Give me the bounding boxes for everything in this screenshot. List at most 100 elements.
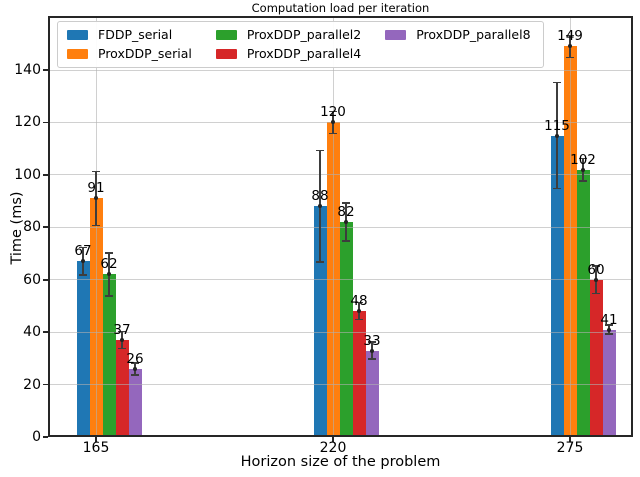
bar	[589, 279, 603, 437]
error-bar-cap	[553, 187, 561, 190]
error-bar-marker	[107, 272, 111, 277]
legend-label: FDDP_serial	[98, 27, 173, 42]
bar-value-label: 67	[74, 243, 92, 260]
error-bar-cap	[118, 347, 126, 350]
plot-top-spine	[48, 16, 633, 18]
x-gridline	[332, 16, 334, 437]
y-gridline	[48, 174, 633, 176]
error-bar-cap	[131, 374, 139, 376]
y-tick-label: 60	[23, 271, 41, 288]
x-tick-label: 165	[82, 440, 110, 456]
error-bar-marker	[370, 348, 374, 353]
error-bar-cap	[368, 358, 376, 360]
bar-value-label: 26	[126, 350, 144, 367]
bar	[339, 222, 353, 437]
y-tick-label: 100	[14, 166, 41, 183]
bar	[352, 311, 366, 437]
error-bar-cap	[592, 265, 600, 267]
error-bar-cap	[329, 132, 337, 135]
y-gridline	[48, 279, 633, 281]
bar	[313, 206, 327, 437]
x-axis-label: Horizon size of the problem	[240, 454, 441, 470]
y-tick-mark	[43, 174, 48, 176]
error-bar-marker	[594, 277, 598, 282]
error-bar-cap	[92, 170, 100, 173]
error-bar-cap	[553, 81, 561, 84]
error-bar-cap	[605, 324, 613, 326]
error-bar-cap	[105, 295, 113, 297]
y-gridline	[48, 121, 633, 123]
legend-label: ProxDDP_parallel2	[246, 27, 362, 42]
y-tick-mark	[43, 278, 48, 281]
x-tick-mark	[569, 437, 571, 442]
legend-label: ProxDDP_parallel4	[246, 46, 362, 61]
error-bar-marker	[318, 204, 322, 209]
bar-value-label: 33	[363, 332, 381, 349]
y-tick-mark	[43, 121, 48, 124]
legend-item: ProxDDP_parallel8	[385, 28, 531, 42]
y-tick-label: 40	[23, 324, 41, 341]
error-bar-cap	[342, 240, 350, 242]
error-bar-cap	[316, 261, 324, 263]
plot-right-spine	[631, 16, 633, 437]
x-axis-line	[48, 435, 633, 437]
bar	[76, 261, 90, 437]
error-bar-marker	[133, 366, 137, 371]
bar	[602, 329, 616, 437]
error-bar-cap	[355, 319, 363, 321]
legend-swatch	[67, 30, 88, 40]
legend-swatch	[215, 49, 237, 59]
x-gridline	[569, 16, 571, 437]
legend-item: ProxDDP_parallel4	[215, 46, 362, 61]
y-gridline	[48, 384, 633, 386]
error-bar-marker	[344, 220, 348, 225]
y-tick-mark	[43, 331, 48, 333]
y-tick-mark	[43, 69, 48, 71]
error-bar-marker	[81, 259, 85, 264]
bar-value-label: 91	[87, 180, 105, 197]
legend-item: ProxDDP_serial	[67, 47, 192, 61]
y-tick-label: 0	[32, 429, 41, 445]
error-bar-cap	[79, 246, 87, 249]
y-tick-mark	[43, 226, 48, 229]
y-tick-mark	[43, 383, 48, 386]
legend: FDDP_serial ProxDDP_serial ProxDDP_paralle…	[57, 21, 544, 68]
error-bar-cap	[79, 274, 87, 276]
error-bar-cap	[316, 149, 324, 152]
legend-item: FDDP_serial	[67, 28, 192, 42]
error-bar-cap	[579, 180, 587, 182]
y-tick-label: 120	[14, 114, 41, 131]
bar-value-label: 37	[113, 322, 131, 339]
error-bar-cap	[329, 110, 337, 112]
error-bar-marker	[357, 309, 361, 314]
bar-value-label: 48	[350, 293, 368, 310]
error-bar-marker	[607, 327, 611, 332]
bar	[115, 340, 129, 437]
y-tick-mark	[43, 436, 48, 438]
bar-value-label: 120	[320, 104, 346, 121]
legend-swatch	[385, 30, 407, 40]
legend-swatch	[215, 30, 237, 40]
bar-value-label: 149	[557, 28, 583, 45]
y-tick-label: 80	[23, 219, 41, 236]
x-tick-label: 220	[319, 440, 347, 456]
legend-swatch	[67, 49, 88, 59]
bar-value-label: 60	[587, 261, 605, 278]
x-tick-mark	[95, 437, 97, 442]
error-bar-marker	[581, 167, 585, 172]
x-gridline	[95, 16, 97, 437]
error-bar-marker	[555, 133, 559, 138]
legend-item: ProxDDP_parallel2	[215, 27, 362, 42]
error-bar-marker	[568, 44, 572, 49]
y-tick-label: 140	[14, 62, 41, 78]
legend-label: ProxDDP_serial	[98, 46, 192, 61]
error-bar-cap	[342, 202, 350, 204]
plot-area: 67 88 115 91 120 149 62 82 102 37 48 60 26 33 41	[48, 16, 633, 437]
y-gridline	[48, 226, 633, 228]
y-gridline	[48, 331, 633, 333]
x-tick-label: 275	[556, 440, 584, 456]
error-bar-cap	[355, 301, 363, 304]
error-bar-cap	[592, 292, 600, 295]
bar-value-label: 41	[600, 311, 618, 328]
